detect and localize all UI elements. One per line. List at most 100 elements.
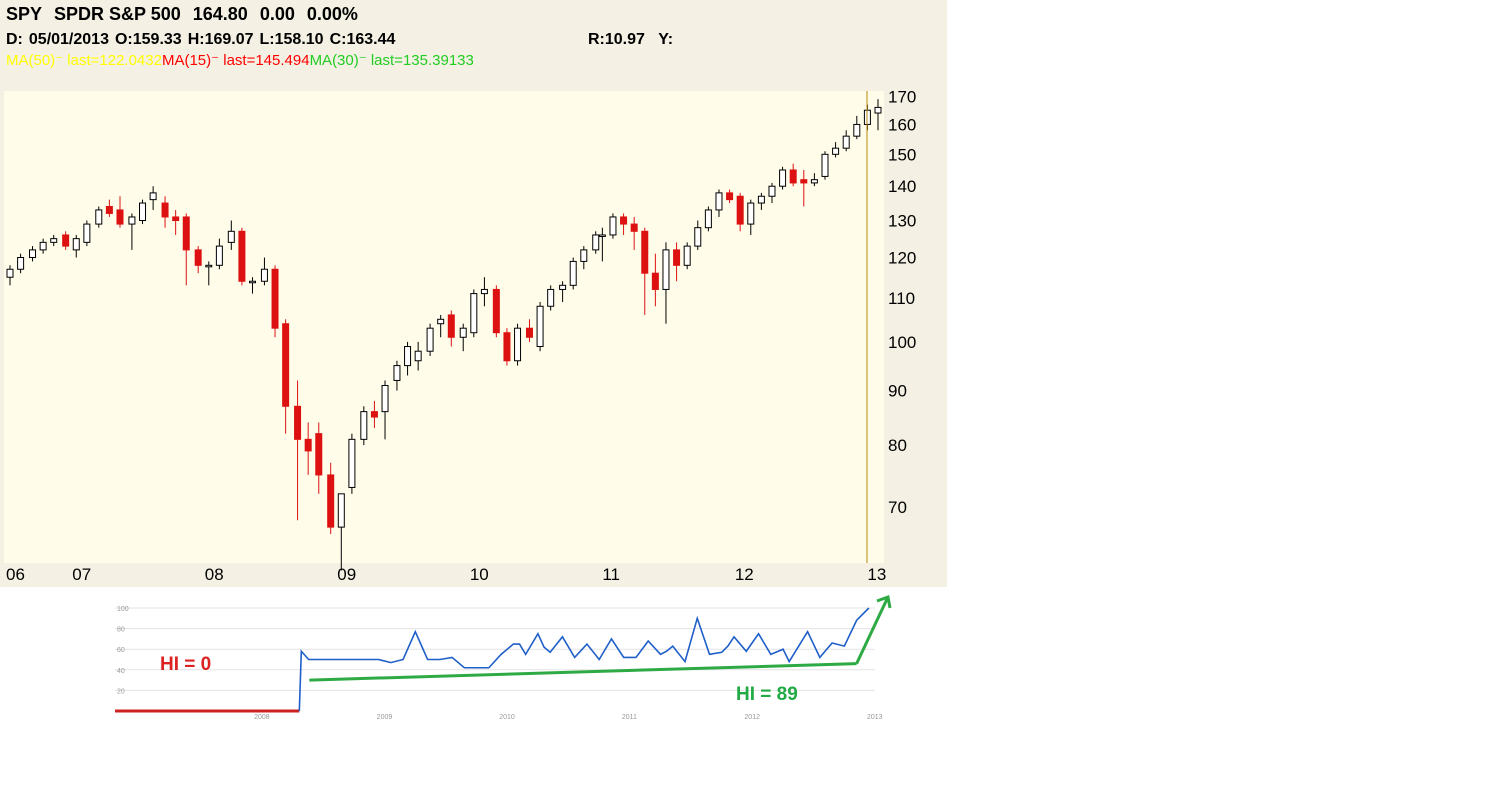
candle (182, 213, 190, 286)
candle-body (370, 411, 378, 418)
candle (683, 242, 691, 270)
security-name: SPDR S&P 500 (54, 4, 181, 24)
candle (547, 285, 555, 311)
candle-body (327, 474, 335, 528)
candle-body (182, 216, 190, 251)
candle (874, 99, 882, 131)
date-label: D: (6, 31, 23, 48)
candle-body (215, 245, 223, 266)
price-tick-label: 170 (888, 87, 916, 106)
price-change-pct: 0.00% (306, 4, 358, 24)
candlestick-chart-panel: SPY SPDR S&P 500 164.80 0.00 0.00% D: 05/01/2… (0, 0, 947, 587)
candle (800, 169, 808, 207)
candle (768, 182, 776, 204)
price-tick-label: 70 (888, 498, 907, 517)
candle (227, 220, 235, 250)
candle (503, 328, 511, 366)
candles-layer (6, 99, 882, 571)
candle (821, 151, 829, 180)
candle-body (547, 288, 555, 307)
candle-body (337, 493, 345, 528)
candle (704, 206, 712, 232)
candle-body (662, 249, 670, 290)
candle-body (459, 327, 467, 338)
candle-body (260, 268, 268, 282)
candle (260, 257, 268, 286)
price-tick-label: 80 (888, 436, 907, 455)
candle (525, 319, 533, 342)
candle (598, 227, 606, 262)
candle (492, 285, 500, 338)
candle (459, 323, 467, 352)
candle (726, 189, 734, 204)
quote-header: SPY SPDR S&P 500 164.80 0.00 0.00% (6, 4, 370, 25)
time-tick-label: 06 (6, 565, 25, 584)
candle-body (592, 234, 600, 251)
candle-body (536, 305, 544, 348)
price-axis: 70 80 90 100 110 120 130 140 150 160 170 (888, 87, 916, 516)
indicator-y-tick-label: 60 (117, 647, 125, 654)
candle (437, 314, 445, 338)
candle-body (161, 202, 169, 218)
candle-body (29, 249, 37, 259)
ma30-legend: MA(30)⁻ last=135.39133 (309, 52, 474, 69)
indicator-y-tick-label: 20 (117, 688, 125, 695)
time-tick-label: 08 (205, 565, 224, 584)
candle (29, 246, 37, 262)
candle-body (673, 249, 681, 266)
candle-body (83, 223, 91, 243)
candle (630, 216, 638, 250)
candle (116, 196, 124, 228)
candle (6, 265, 14, 286)
candle-body (651, 272, 659, 290)
candle (128, 213, 136, 250)
candle (470, 289, 478, 338)
trend-line (309, 662, 857, 682)
y-readout-label: Y: (658, 31, 674, 48)
candle (161, 196, 169, 228)
candle-body (404, 346, 412, 367)
candle-body (414, 350, 422, 362)
candle-body (492, 288, 500, 334)
candle (447, 310, 455, 347)
candle-body (139, 202, 147, 222)
hi-zero-annotation: HI = 0 (160, 654, 211, 675)
last-price: 164.80 (192, 4, 248, 24)
candle (832, 142, 840, 158)
candle (194, 246, 202, 274)
ma50-legend: MA(50)⁻ last=122.0432 (6, 52, 162, 69)
candle (694, 220, 702, 250)
candle-body (620, 216, 628, 225)
candle-body (381, 384, 389, 413)
candle-body (249, 280, 257, 284)
candle-body (694, 227, 702, 247)
open-value: O:159.33 (114, 31, 182, 48)
candle (580, 246, 588, 270)
range-value: R:10.97 (588, 31, 645, 48)
candle-body (437, 318, 445, 325)
candle-body (227, 230, 235, 243)
candle (393, 360, 401, 391)
breakout-arrow-head (876, 594, 892, 609)
candle-body (304, 438, 312, 452)
candle-body (853, 123, 861, 137)
candle (238, 227, 246, 286)
candle-body (569, 260, 577, 286)
indicator-x-tick-label: 2013 (867, 714, 883, 721)
price-tick-label: 160 (888, 115, 916, 134)
candle-body (842, 135, 850, 149)
indicator-chart: 100 80 60 40 20 2008 2009 2010 2011 2012 2013 HI = … (115, 594, 892, 721)
candle (304, 422, 312, 475)
candle-body (105, 205, 113, 214)
candle-body (62, 234, 70, 247)
candle-body (393, 365, 401, 381)
price-tick-label: 140 (888, 177, 916, 196)
price-tick-label: 90 (888, 382, 907, 401)
candle-body (348, 438, 356, 488)
candle-body (609, 216, 617, 236)
candle (620, 213, 628, 235)
plot-area[interactable] (4, 91, 884, 563)
candle (172, 209, 180, 235)
candle (337, 493, 345, 571)
candle (327, 462, 335, 535)
